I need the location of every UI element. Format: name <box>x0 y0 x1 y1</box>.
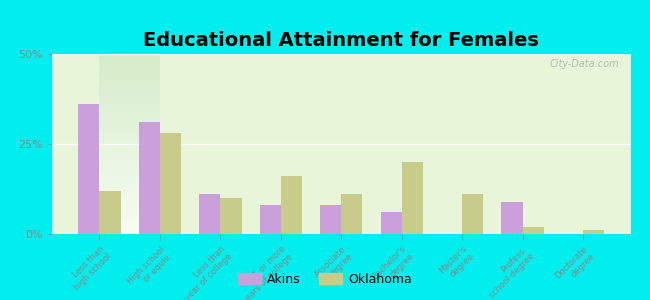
Text: City-Data.com: City-Data.com <box>549 59 619 69</box>
Bar <box>523 227 544 234</box>
Bar <box>220 198 242 234</box>
Title: Educational Attainment for Females: Educational Attainment for Females <box>143 31 540 50</box>
Bar <box>160 133 181 234</box>
Bar <box>380 212 402 234</box>
Bar <box>320 205 341 234</box>
Bar <box>462 194 484 234</box>
Bar <box>259 205 281 234</box>
Legend: Akins, Oklahoma: Akins, Oklahoma <box>233 268 417 291</box>
Bar <box>583 230 605 234</box>
Bar <box>138 122 160 234</box>
Bar <box>281 176 302 234</box>
Bar <box>199 194 220 234</box>
Bar <box>99 191 121 234</box>
Bar <box>402 162 423 234</box>
Bar <box>78 104 99 234</box>
Bar <box>501 202 523 234</box>
Bar <box>341 194 363 234</box>
